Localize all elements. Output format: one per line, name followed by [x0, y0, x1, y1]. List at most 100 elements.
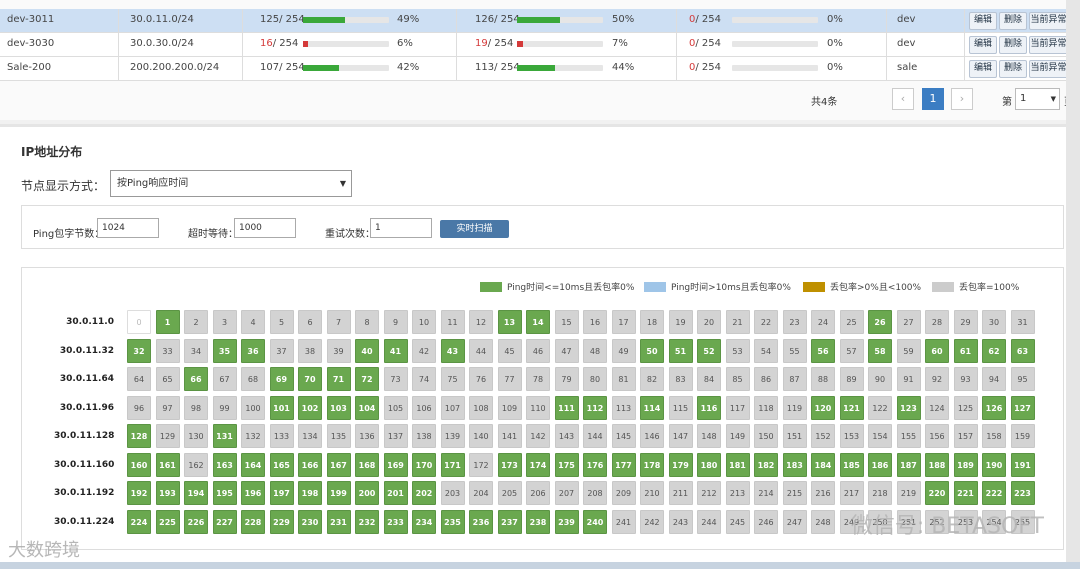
- ip-cell[interactable]: 237: [497, 509, 522, 534]
- ip-cell[interactable]: 226: [184, 509, 208, 534]
- ip-cell[interactable]: 0: [127, 310, 151, 334]
- ip-cell[interactable]: 139: [440, 424, 465, 448]
- vertical-scrollbar[interactable]: [1066, 0, 1080, 569]
- ip-cell[interactable]: 162: [184, 452, 208, 477]
- ip-cell[interactable]: 129: [155, 424, 180, 448]
- ip-cell[interactable]: 89: [839, 367, 864, 391]
- ip-cell[interactable]: 101: [269, 395, 294, 420]
- ip-cell[interactable]: 167: [326, 452, 351, 477]
- ip-cell[interactable]: 55: [782, 338, 807, 363]
- ip-cell[interactable]: 155: [896, 424, 921, 448]
- ip-cell[interactable]: 213: [725, 481, 750, 505]
- ip-cell[interactable]: 188: [925, 452, 949, 477]
- ip-cell[interactable]: 14: [526, 310, 550, 334]
- ip-cell[interactable]: 58: [868, 338, 892, 363]
- ip-cell[interactable]: 96: [127, 395, 151, 420]
- ip-cell[interactable]: 20: [697, 310, 721, 334]
- ip-cell[interactable]: 153: [839, 424, 864, 448]
- ip-cell[interactable]: 57: [839, 338, 864, 363]
- ip-cell[interactable]: 217: [839, 481, 864, 505]
- prev-page-button[interactable]: ‹: [892, 88, 914, 110]
- ip-cell[interactable]: 59: [896, 338, 921, 363]
- ip-cell[interactable]: 253: [953, 509, 978, 534]
- anomaly-button[interactable]: 当前异常: [1029, 12, 1068, 30]
- ip-cell[interactable]: 83: [668, 367, 693, 391]
- ip-cell[interactable]: 77: [497, 367, 522, 391]
- ip-cell[interactable]: 75: [440, 367, 465, 391]
- ip-cell[interactable]: 74: [412, 367, 436, 391]
- ip-cell[interactable]: 47: [554, 338, 579, 363]
- ip-cell[interactable]: 99: [212, 395, 237, 420]
- ip-cell[interactable]: 106: [412, 395, 436, 420]
- ip-cell[interactable]: 236: [469, 509, 493, 534]
- ip-cell[interactable]: 149: [725, 424, 750, 448]
- ip-cell[interactable]: 6: [298, 310, 322, 334]
- ip-cell[interactable]: 102: [298, 395, 322, 420]
- ip-cell[interactable]: 115: [668, 395, 693, 420]
- ip-cell[interactable]: 215: [782, 481, 807, 505]
- ip-cell[interactable]: 26: [868, 310, 892, 334]
- ip-cell[interactable]: 144: [583, 424, 607, 448]
- table-row[interactable]: Sale-200 200.200.200.0/24 107/ 254 42% 113/ …: [0, 57, 1068, 81]
- ip-cell[interactable]: 44: [469, 338, 493, 363]
- ip-cell[interactable]: 251: [896, 509, 921, 534]
- ip-cell[interactable]: 137: [383, 424, 408, 448]
- ip-cell[interactable]: 35: [212, 338, 237, 363]
- ip-cell[interactable]: 17: [611, 310, 636, 334]
- ip-cell[interactable]: 173: [497, 452, 522, 477]
- ip-cell[interactable]: 67: [212, 367, 237, 391]
- ip-cell[interactable]: 228: [241, 509, 265, 534]
- ip-cell[interactable]: 21: [725, 310, 750, 334]
- ip-cell[interactable]: 156: [925, 424, 949, 448]
- ip-cell[interactable]: 247: [782, 509, 807, 534]
- ip-cell[interactable]: 202: [412, 481, 436, 505]
- ip-cell[interactable]: 154: [868, 424, 892, 448]
- ip-cell[interactable]: 234: [412, 509, 436, 534]
- ip-cell[interactable]: 56: [811, 338, 835, 363]
- ip-cell[interactable]: 69: [269, 367, 294, 391]
- ip-cell[interactable]: 221: [953, 481, 978, 505]
- ip-cell[interactable]: 92: [925, 367, 949, 391]
- ip-cell[interactable]: 206: [526, 481, 550, 505]
- ip-cell[interactable]: 113: [611, 395, 636, 420]
- ip-cell[interactable]: 86: [754, 367, 778, 391]
- ip-cell[interactable]: 120: [811, 395, 835, 420]
- ip-cell[interactable]: 51: [668, 338, 693, 363]
- next-page-button[interactable]: ›: [951, 88, 973, 110]
- ip-cell[interactable]: 176: [583, 452, 607, 477]
- ip-cell[interactable]: 42: [412, 338, 436, 363]
- ip-cell[interactable]: 197: [269, 481, 294, 505]
- ip-cell[interactable]: 148: [697, 424, 721, 448]
- delete-button[interactable]: 删除: [999, 12, 1027, 30]
- ip-cell[interactable]: 161: [155, 452, 180, 477]
- ip-cell[interactable]: 108: [469, 395, 493, 420]
- ip-cell[interactable]: 28: [925, 310, 949, 334]
- ip-cell[interactable]: 179: [668, 452, 693, 477]
- ip-cell[interactable]: 219: [896, 481, 921, 505]
- ip-cell[interactable]: 218: [868, 481, 892, 505]
- ip-cell[interactable]: 175: [554, 452, 579, 477]
- edit-button[interactable]: 编辑: [969, 12, 997, 30]
- ip-cell[interactable]: 254: [982, 509, 1006, 534]
- ip-cell[interactable]: 180: [697, 452, 721, 477]
- ip-cell[interactable]: 174: [526, 452, 550, 477]
- retry-input[interactable]: 1: [370, 218, 432, 238]
- ip-cell[interactable]: 132: [241, 424, 265, 448]
- ip-cell[interactable]: 232: [355, 509, 379, 534]
- ip-cell[interactable]: 184: [811, 452, 835, 477]
- ip-cell[interactable]: 61: [953, 338, 978, 363]
- ip-cell[interactable]: 43: [440, 338, 465, 363]
- ip-cell[interactable]: 68: [241, 367, 265, 391]
- ip-cell[interactable]: 209: [611, 481, 636, 505]
- ip-cell[interactable]: 41: [383, 338, 408, 363]
- ip-cell[interactable]: 194: [184, 481, 208, 505]
- ip-cell[interactable]: 210: [640, 481, 664, 505]
- ip-cell[interactable]: 158: [982, 424, 1006, 448]
- ip-cell[interactable]: 71: [326, 367, 351, 391]
- ip-cell[interactable]: 240: [583, 509, 607, 534]
- ip-cell[interactable]: 123: [896, 395, 921, 420]
- ip-cell[interactable]: 10: [412, 310, 436, 334]
- ip-cell[interactable]: 249: [839, 509, 864, 534]
- ip-cell[interactable]: 211: [668, 481, 693, 505]
- ip-cell[interactable]: 15: [554, 310, 579, 334]
